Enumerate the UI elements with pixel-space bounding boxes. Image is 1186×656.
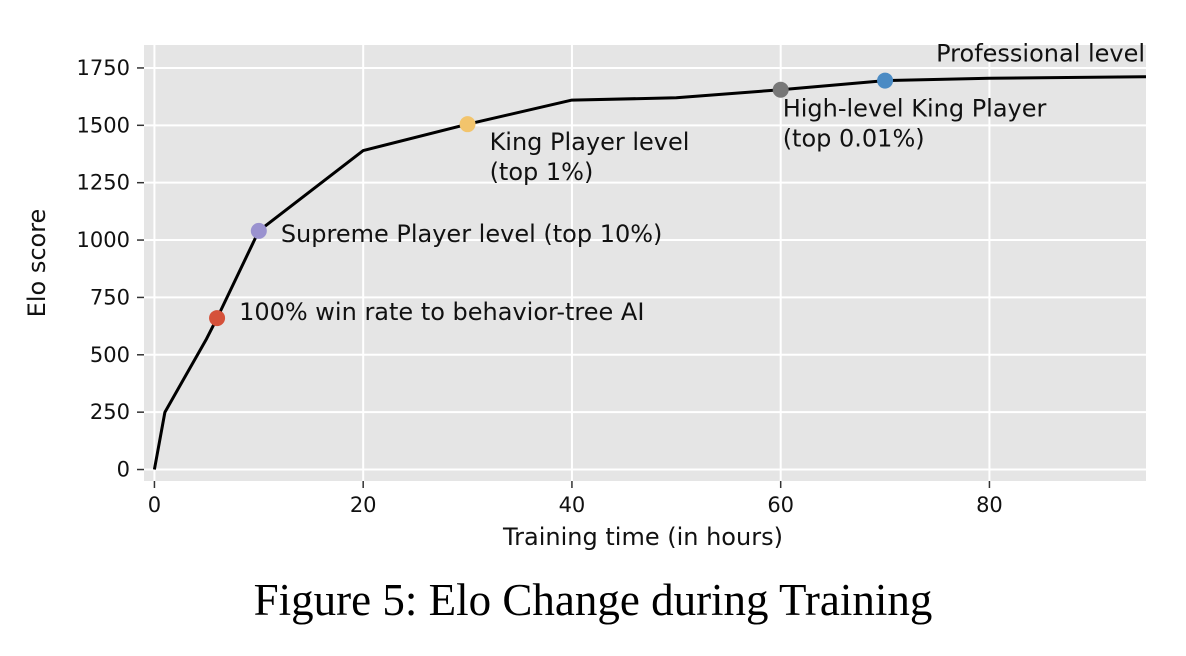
y-tick-label: 1750	[77, 56, 130, 80]
x-tick-label: 20	[350, 493, 377, 517]
x-tick-label: 80	[976, 493, 1003, 517]
y-tick-label: 1000	[77, 228, 130, 252]
milestone-sublabel: (top 1%)	[490, 158, 594, 186]
plot-area	[144, 45, 1146, 481]
grid-lines	[144, 45, 1146, 481]
y-tick-label: 750	[90, 285, 130, 309]
y-tick-label: 250	[90, 400, 130, 424]
milestone-label: King Player level	[490, 128, 690, 156]
y-tick-label: 0	[117, 458, 130, 482]
milestone-marker	[209, 310, 226, 327]
milestone-label: High-level King Player	[783, 95, 1047, 123]
milestone-marker	[250, 222, 267, 239]
y-tick-label: 1500	[77, 113, 130, 137]
elo-chart: 0 20 40 60 80 0 250 500 750 1000 1250 1500 1750 100%…	[23, 40, 1147, 551]
tick-labels: 0 20 40 60 80 0 250 500 750 1000 1250 1500 1750	[77, 56, 1003, 517]
figure-caption: Figure 5: Elo Change during Training	[253, 575, 933, 625]
milestone-label: Professional level	[936, 40, 1145, 68]
milestone-label: Supreme Player level (top 10%)	[281, 220, 663, 248]
y-tick-label: 500	[90, 343, 130, 367]
milestone-label: 100% win rate to behavior-tree AI	[239, 298, 644, 326]
x-tick-label: 60	[767, 493, 794, 517]
milestone-marker	[459, 116, 476, 133]
milestone-marker	[877, 72, 894, 89]
x-axis-label: Training time (in hours)	[502, 523, 783, 551]
milestone-sublabel: (top 0.01%)	[783, 125, 925, 153]
y-axis-label: Elo score	[23, 209, 51, 318]
x-tick-label: 40	[559, 493, 586, 517]
milestone-marker	[772, 81, 789, 98]
axis-ticks	[137, 67, 991, 488]
y-tick-label: 1250	[77, 171, 130, 195]
milestone-annotations: 100% win rate to behavior-tree AI Supreme…	[239, 40, 1145, 327]
x-tick-label: 0	[148, 493, 161, 517]
milestone-markers	[209, 72, 894, 327]
